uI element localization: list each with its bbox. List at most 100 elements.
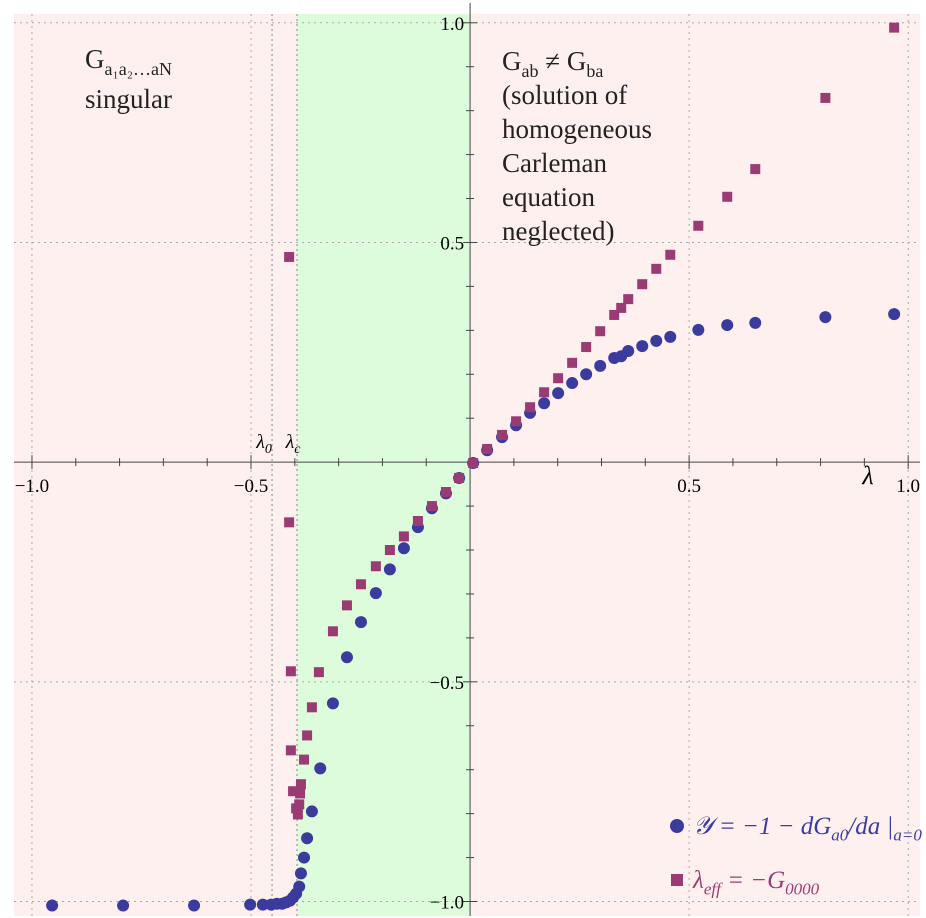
point: [295, 788, 306, 799]
subscript: ba: [586, 61, 603, 81]
text-part: λ: [255, 431, 265, 453]
point: [305, 805, 318, 818]
x-axis-label: λ: [861, 461, 873, 490]
point: [692, 323, 705, 336]
legend-marker: [670, 819, 684, 833]
point: [889, 22, 900, 33]
point: [636, 340, 649, 353]
subscript: a=0: [893, 825, 922, 844]
point: [616, 302, 627, 313]
point: [244, 898, 257, 911]
point: [721, 319, 734, 332]
text-part: = −G: [721, 867, 785, 894]
text-part: ≠ G: [539, 46, 587, 76]
point: [511, 416, 522, 427]
y-tick-label: 1.0: [440, 14, 464, 35]
point: [301, 832, 314, 845]
shaded-region: [297, 14, 471, 916]
point: [294, 867, 307, 880]
point: [340, 651, 353, 664]
point: [285, 745, 296, 756]
subscript: eff: [704, 879, 723, 898]
point: [293, 880, 306, 893]
point: [566, 377, 579, 390]
annotation: equation: [502, 182, 595, 212]
text-part: equation: [502, 182, 595, 212]
marker-label: λc: [285, 431, 302, 457]
point: [539, 387, 550, 398]
point: [355, 579, 366, 590]
point: [637, 279, 648, 290]
text-part: G: [502, 46, 522, 76]
y-tick-label: −0.5: [430, 673, 464, 694]
point: [749, 316, 762, 329]
point: [482, 443, 493, 454]
point: [665, 249, 676, 260]
legend-label: 𝒴 = −1 − dGa0/da |a=0: [693, 813, 922, 844]
x-tick-label: 1.0: [896, 476, 920, 497]
annotation: Ga₁a₂…aN: [85, 44, 172, 79]
text-part: G: [85, 44, 105, 74]
text-part: (solution of: [502, 80, 627, 110]
point: [313, 667, 324, 678]
x-tick-label: −1.0: [15, 476, 49, 497]
annotation: (solution of: [502, 80, 627, 110]
point: [750, 164, 761, 175]
point: [819, 311, 832, 324]
point: [292, 809, 303, 820]
point: [299, 754, 310, 765]
point: [722, 191, 733, 202]
point: [567, 357, 578, 368]
point: [623, 294, 634, 305]
text-part: Carleman: [502, 148, 607, 178]
point: [651, 263, 662, 274]
point: [595, 326, 606, 337]
point: [525, 402, 536, 413]
annotation: Carleman: [502, 148, 607, 178]
text-part: λ: [692, 867, 704, 894]
point: [693, 220, 704, 231]
point: [117, 899, 130, 912]
point: [284, 517, 295, 528]
point: [46, 899, 59, 912]
subscript: ab: [522, 61, 539, 81]
point: [553, 373, 564, 384]
point: [398, 531, 409, 542]
point: [650, 334, 663, 347]
point: [412, 516, 423, 527]
y-tick-label: −1.0: [430, 893, 464, 914]
point: [820, 92, 831, 103]
annotation: neglected): [502, 216, 614, 246]
point: [383, 563, 396, 576]
point: [581, 342, 592, 353]
marker-label: λ0: [255, 431, 272, 457]
point: [580, 368, 593, 381]
point: [888, 308, 901, 321]
point: [354, 616, 367, 629]
point: [256, 898, 269, 911]
point: [664, 330, 677, 343]
point: [188, 899, 201, 912]
point: [497, 429, 508, 440]
annotation: singular: [85, 84, 172, 114]
point: [454, 472, 465, 483]
point: [369, 587, 382, 600]
point: [306, 702, 317, 713]
point: [285, 666, 296, 677]
annotation: homogeneous: [502, 114, 652, 144]
point: [538, 397, 551, 410]
subscript: a₁a₂…aN: [105, 59, 173, 79]
point: [552, 387, 565, 400]
point: [302, 730, 313, 741]
point: [622, 344, 635, 357]
text-part: neglected): [502, 216, 614, 246]
legend-marker: [671, 874, 683, 886]
point: [326, 697, 339, 710]
point: [370, 561, 381, 572]
text-part: homogeneous: [502, 114, 652, 144]
point: [284, 251, 295, 262]
x-tick-label: −0.5: [234, 476, 268, 497]
y-tick-label: 0.5: [440, 233, 464, 254]
x-tick-label: 0.5: [677, 476, 701, 497]
